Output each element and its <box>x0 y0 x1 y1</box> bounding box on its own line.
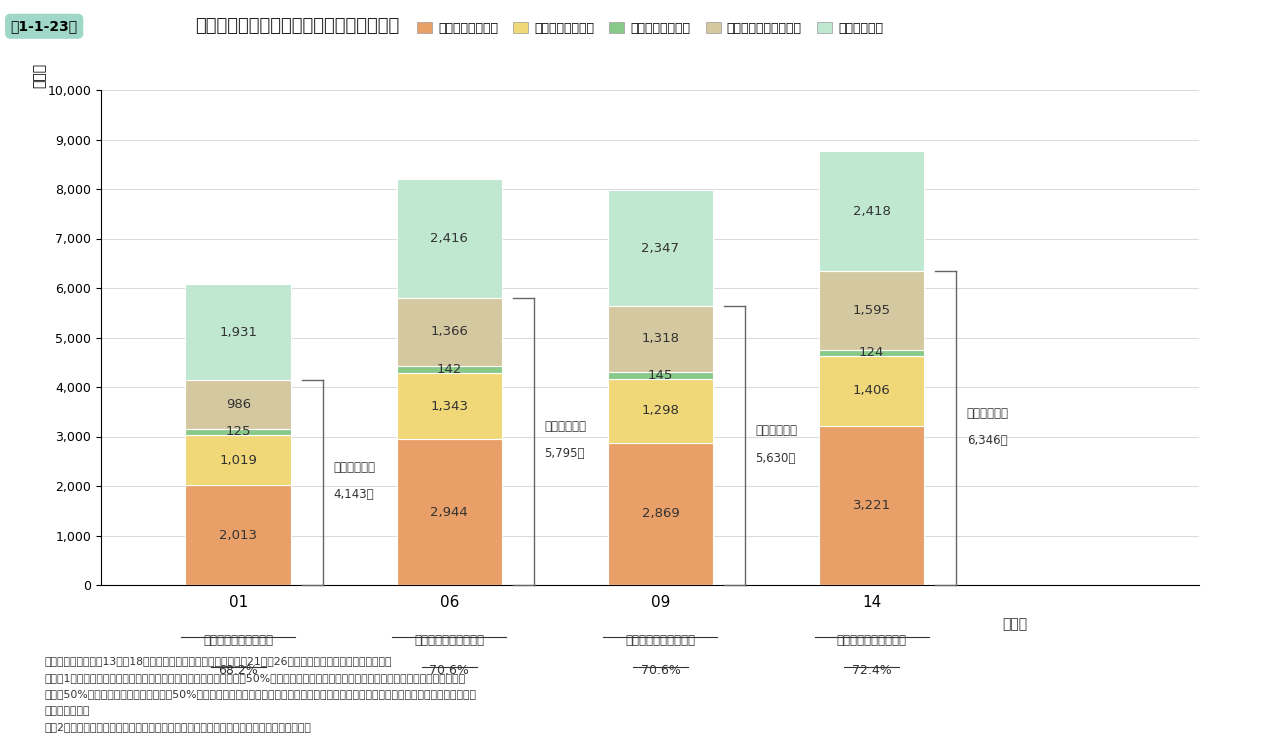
Bar <box>819 350 924 356</box>
Bar <box>396 298 502 366</box>
Text: （中小企業）: （中小企業） <box>333 461 375 474</box>
Text: 中小企業が占める割合: 中小企業が占める割合 <box>203 634 273 647</box>
Text: 70.6%: 70.6% <box>429 664 469 677</box>
Text: 3,221: 3,221 <box>853 499 891 512</box>
Text: 125: 125 <box>226 425 251 438</box>
Bar <box>396 366 502 373</box>
Text: 資料：総務省「平成13年、18年事業所・企業統計調査」、「平成21年、26年経済センサス基礎調査」再編加工: 資料：総務省「平成13年、18年事業所・企業統計調査」、「平成21年、26年経済… <box>44 656 391 666</box>
Text: 1,366: 1,366 <box>430 326 468 338</box>
Text: 1,595: 1,595 <box>853 304 891 316</box>
Bar <box>608 371 713 379</box>
Text: をいう。: をいう。 <box>44 706 90 716</box>
Bar <box>186 429 292 435</box>
Text: （中小企業）: （中小企業） <box>967 406 1008 419</box>
Text: 2,418: 2,418 <box>853 205 891 218</box>
Bar <box>186 284 292 380</box>
Text: 5,795社: 5,795社 <box>544 448 584 460</box>
Text: 50%超の議決権を有する場合と、50%以下でも連結財務諸表の対象となる場合も含む。）を保有する企業（個人事業所は含まない。）: 50%超の議決権を有する場合と、50%以下でも連結財務諸表の対象となる場合も含む… <box>44 689 476 699</box>
Text: 中小企業が占める割合: 中小企業が占める割合 <box>414 634 485 647</box>
Bar <box>186 380 292 429</box>
Text: 68.2%: 68.2% <box>218 664 257 677</box>
Text: 142: 142 <box>437 363 462 376</box>
Bar <box>186 485 292 585</box>
Text: （中小企業）: （中小企業） <box>756 424 798 437</box>
Text: 中小企業が占める割合: 中小企業が占める割合 <box>626 634 695 647</box>
Text: 124: 124 <box>859 346 885 359</box>
Text: 2．ここでいう大企業とは、中小企業基本法に定義する中小企業者以外の企業をいう。: 2．ここでいう大企業とは、中小企業基本法に定義する中小企業者以外の企業をいう。 <box>44 722 310 732</box>
Text: 1,931: 1,931 <box>220 326 257 339</box>
Text: 第1-1-23図: 第1-1-23図 <box>10 20 78 33</box>
Bar <box>608 379 713 443</box>
Text: 5,630社: 5,630社 <box>756 452 796 464</box>
Text: 1,019: 1,019 <box>220 454 257 466</box>
Text: 1,343: 1,343 <box>430 400 468 412</box>
Text: 2,347: 2,347 <box>641 242 679 255</box>
Text: 1,298: 1,298 <box>641 404 679 417</box>
Text: 1,406: 1,406 <box>853 384 891 398</box>
Text: 6,346社: 6,346社 <box>967 433 1007 447</box>
Text: 986: 986 <box>226 398 251 411</box>
Text: 145: 145 <box>647 369 673 382</box>
Text: 70.6%: 70.6% <box>641 664 680 677</box>
Text: （中小企業）: （中小企業） <box>544 420 587 434</box>
Bar <box>396 440 502 585</box>
Bar <box>819 152 924 271</box>
Bar <box>608 306 713 371</box>
Text: 企業規模別・業種別直接投資企業数の推移: 企業規模別・業種別直接投資企業数の推移 <box>196 17 400 35</box>
Text: 4,143社: 4,143社 <box>333 488 374 501</box>
Bar <box>819 356 924 425</box>
Bar <box>608 190 713 306</box>
Y-axis label: （社）: （社） <box>32 62 47 88</box>
Text: 2,944: 2,944 <box>430 506 468 519</box>
Text: （年）: （年） <box>1002 617 1027 632</box>
Bar <box>819 271 924 350</box>
Bar <box>819 425 924 585</box>
Text: 72.4%: 72.4% <box>852 664 891 677</box>
Text: 中小企業が占める割合: 中小企業が占める割合 <box>837 634 906 647</box>
Bar <box>396 373 502 440</box>
Text: 2,869: 2,869 <box>641 508 679 520</box>
Text: 1,318: 1,318 <box>641 332 679 346</box>
Text: 2,013: 2,013 <box>220 529 257 542</box>
Bar <box>186 435 292 485</box>
Text: （注）1．ここでいう直接投資企業とは、海外に子会社（当該会社が50%超の議決権を所有する会社。子会社又は当該会社と子会社の合計で: （注）1．ここでいう直接投資企業とは、海外に子会社（当該会社が50%超の議決権を… <box>44 673 466 682</box>
Bar <box>608 443 713 585</box>
Text: 2,416: 2,416 <box>430 232 468 244</box>
Legend: 中小製造業（社）, 中小卸売業（社）, 中小小売業（社）, その他中小企業（社）, 大企業（社）: 中小製造業（社）, 中小卸売業（社）, 中小小売業（社）, その他中小企業（社）… <box>411 17 888 40</box>
Bar <box>396 178 502 298</box>
